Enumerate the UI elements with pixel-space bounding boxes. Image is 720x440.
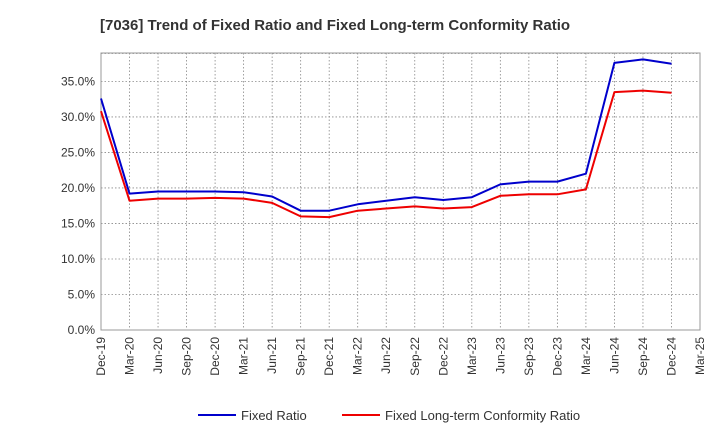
legend-label-fixed-long-term-conformity-ratio: Fixed Long-term Conformity Ratio (385, 408, 580, 423)
x-tick-label: Mar-22 (351, 337, 365, 375)
x-tick-label: Dec-24 (664, 337, 678, 376)
x-tick-label: Jun-22 (379, 337, 393, 374)
x-tick-label: Mar-21 (237, 337, 251, 375)
series-lines (100, 58, 672, 219)
y-tick-label: 25.0% (61, 145, 95, 159)
y-tick-label: 5.0% (68, 287, 96, 301)
x-tick-label: Jun-24 (607, 337, 621, 374)
y-tick-label: 10.0% (61, 252, 95, 266)
x-tick-label: Sep-23 (522, 337, 536, 376)
x-tick-label: Dec-20 (208, 337, 222, 376)
legend-label-fixed-ratio: Fixed Ratio (241, 408, 307, 423)
series-line-1 (100, 89, 672, 219)
y-tick-label: 20.0% (61, 181, 95, 195)
x-tick-label: Dec-22 (436, 337, 450, 376)
x-tick-label: Jun-20 (151, 337, 165, 374)
x-tick-label: Mar-25 (693, 337, 707, 375)
y-tick-label: 15.0% (61, 216, 95, 230)
chart-title: [7036] Trend of Fixed Ratio and Fixed Lo… (100, 17, 570, 34)
x-tick-label: Dec-21 (322, 337, 336, 376)
x-tick-label: Jun-21 (265, 337, 279, 374)
x-tick-label: Mar-24 (579, 337, 593, 375)
x-tick-label: Dec-23 (550, 337, 564, 376)
x-tick-label: Sep-21 (294, 337, 308, 376)
x-tick-label: Sep-22 (408, 337, 422, 376)
x-tick-label: Sep-20 (180, 337, 194, 376)
legend: Fixed Ratio Fixed Long-term Conformity R… (198, 408, 580, 423)
y-tick-label: 35.0% (61, 74, 95, 88)
x-tick-label: Mar-23 (465, 337, 479, 375)
x-tick-label: Dec-19 (94, 337, 108, 376)
y-axis-tick-labels: 0.0% 5.0% 10.0% 15.0% 20.0% 25.0% 30.0% 35.0% (61, 74, 95, 337)
x-tick-label: Mar-20 (123, 337, 137, 375)
grid (101, 53, 700, 330)
series-line-0 (100, 58, 672, 212)
x-tick-label: Jun-23 (493, 337, 507, 374)
x-tick-label: Sep-24 (636, 337, 650, 376)
y-tick-label: 0.0% (68, 323, 96, 337)
y-tick-label: 30.0% (61, 110, 95, 124)
x-axis-tick-labels: Dec-19 Mar-20 Jun-20 Sep-20 Dec-20 Mar-21 Jun-… (94, 337, 707, 376)
plot-area-frame (100, 52, 701, 331)
